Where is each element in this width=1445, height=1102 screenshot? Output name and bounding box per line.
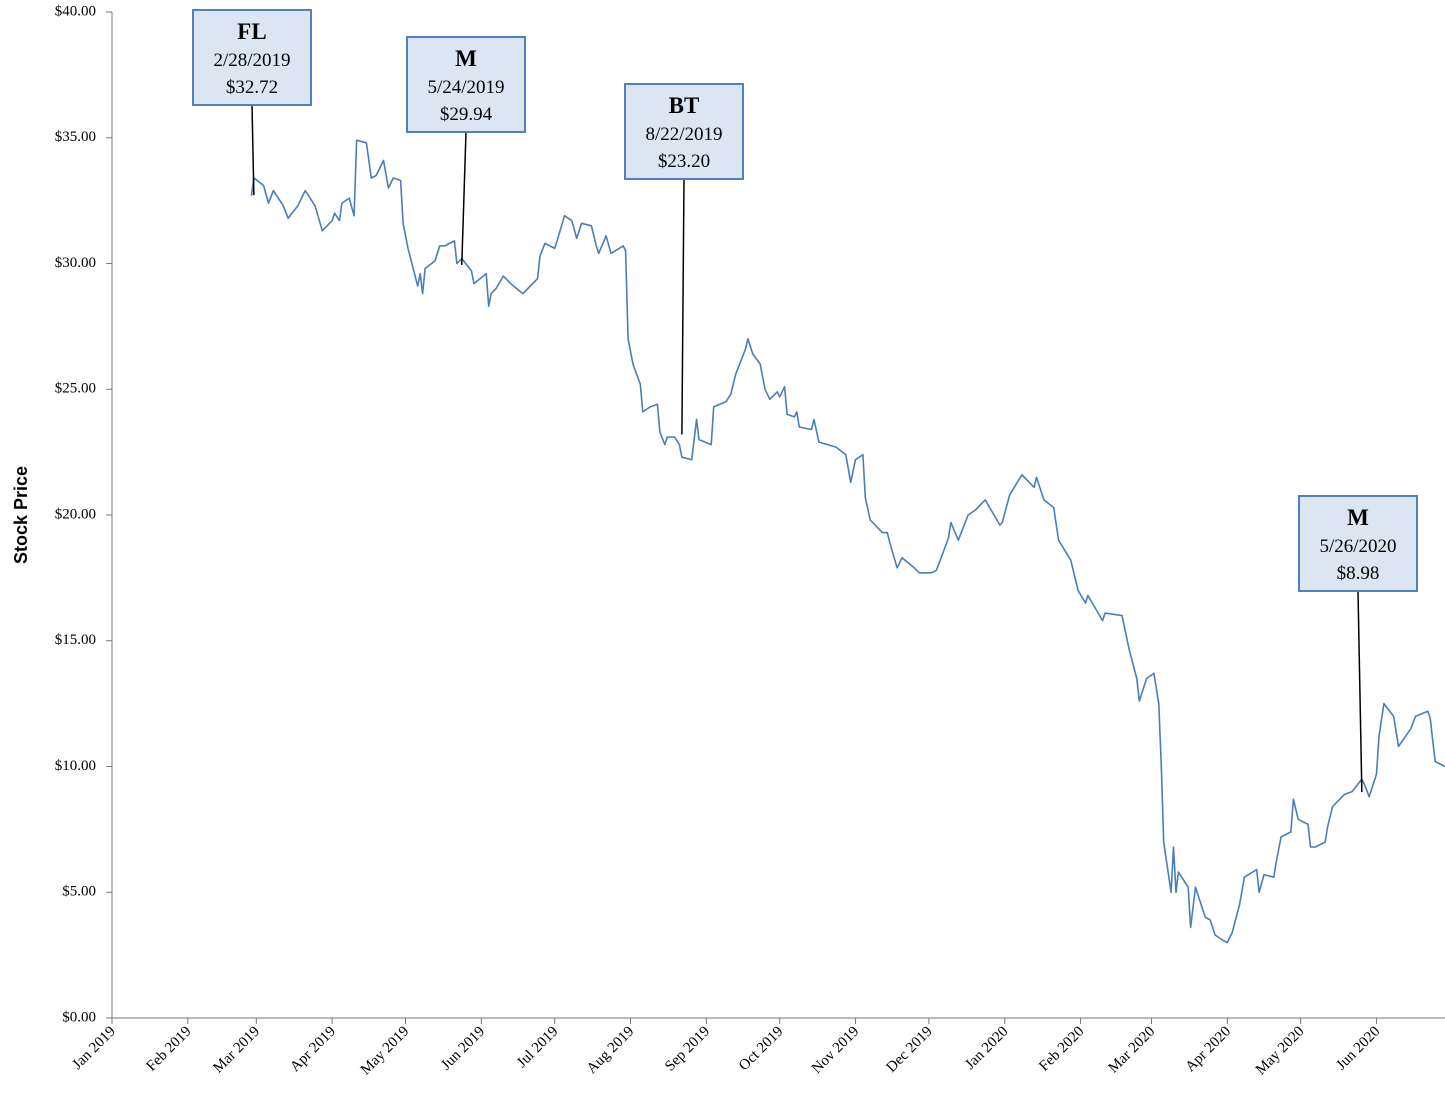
y-tick-label: $40.00	[55, 3, 96, 19]
annotation-leader	[681, 178, 685, 435]
y-tick-label: $25.00	[55, 381, 96, 397]
annotation-box	[1298, 495, 1418, 592]
annotation-leader	[251, 104, 255, 196]
annotation-title: M	[1347, 505, 1369, 530]
annotation-box	[192, 9, 312, 106]
x-tick-label: Sep 2019	[662, 1024, 713, 1075]
annotation-date: 5/26/2020	[1319, 536, 1396, 557]
x-tick-label: Feb 2020	[1036, 1024, 1087, 1075]
x-tick-label: Mar 2020	[1105, 1024, 1158, 1077]
x-tick-label: Oct 2019	[736, 1024, 787, 1075]
y-axis-label: Stock Price	[11, 466, 31, 564]
annotation-date: 8/22/2019	[645, 124, 722, 145]
x-tick-label: May 2020	[1253, 1024, 1308, 1079]
annotation-box	[624, 83, 744, 180]
annotation-box	[406, 36, 526, 133]
annotation-title: FL	[237, 19, 266, 44]
y-tick-label: $5.00	[62, 884, 96, 900]
price-line	[250, 139, 1445, 944]
y-tick-label: $20.00	[55, 506, 96, 522]
y-tick-label: $35.00	[55, 129, 96, 145]
annotation-title: BT	[669, 93, 700, 118]
y-tick-label: $0.00	[62, 1009, 96, 1025]
x-tick-label: Apr 2019	[287, 1024, 339, 1076]
annotation-price: $23.20	[658, 151, 710, 172]
annotation-title: M	[455, 46, 477, 71]
annotation-price: $29.94	[440, 104, 493, 125]
annotation-leader	[461, 131, 467, 266]
annotation-price: $32.72	[226, 77, 278, 98]
y-tick-label: $10.00	[55, 758, 96, 774]
x-tick-label: Feb 2019	[144, 1024, 195, 1075]
annotation-price: $8.98	[1337, 563, 1380, 584]
annotation-leader	[1357, 590, 1363, 793]
x-tick-label: Mar 2019	[210, 1024, 263, 1077]
y-tick-label: $15.00	[55, 632, 96, 648]
annotation-date: 2/28/2019	[213, 50, 290, 71]
x-tick-label: Jun 2019	[438, 1024, 488, 1074]
x-tick-label: Apr 2020	[1182, 1024, 1234, 1076]
y-tick-label: $30.00	[55, 255, 96, 271]
x-tick-label: Nov 2019	[809, 1024, 862, 1077]
x-tick-label: Jul 2019	[514, 1024, 562, 1072]
x-tick-label: Jan 2019	[70, 1024, 119, 1073]
annotation-date: 5/24/2019	[427, 77, 504, 98]
x-tick-label: Aug 2019	[584, 1024, 637, 1077]
x-tick-label: May 2019	[358, 1024, 413, 1079]
x-tick-label: Jan 2020	[962, 1024, 1011, 1073]
x-tick-label: Dec 2019	[883, 1024, 935, 1076]
x-tick-label: Jun 2020	[1333, 1024, 1383, 1074]
